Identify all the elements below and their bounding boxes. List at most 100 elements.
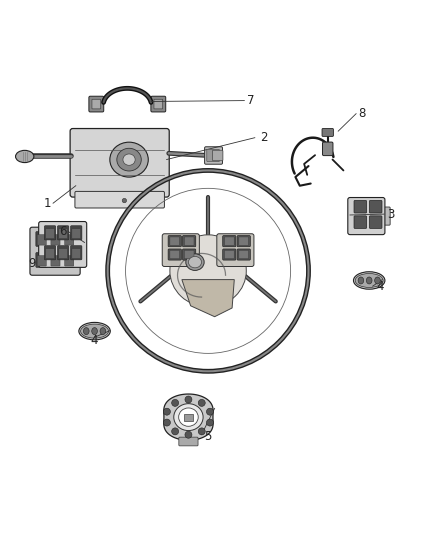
FancyBboxPatch shape [168,249,181,260]
Circle shape [163,419,170,426]
FancyBboxPatch shape [46,229,54,239]
Circle shape [198,428,205,435]
Text: 4: 4 [91,334,98,347]
Circle shape [122,198,127,203]
Polygon shape [164,394,213,440]
FancyBboxPatch shape [71,226,82,240]
FancyBboxPatch shape [237,249,251,260]
Ellipse shape [374,277,380,284]
Ellipse shape [355,273,383,287]
FancyBboxPatch shape [207,149,219,161]
FancyBboxPatch shape [37,235,46,245]
Circle shape [163,408,170,415]
FancyBboxPatch shape [223,236,236,247]
Ellipse shape [170,235,246,307]
FancyBboxPatch shape [37,256,46,266]
FancyBboxPatch shape [51,256,60,266]
FancyBboxPatch shape [162,234,199,266]
FancyBboxPatch shape [348,198,385,235]
Ellipse shape [123,154,135,165]
Ellipse shape [358,277,364,284]
FancyBboxPatch shape [237,236,251,247]
Text: 8: 8 [359,107,366,120]
FancyBboxPatch shape [46,248,54,259]
FancyBboxPatch shape [72,248,81,259]
FancyBboxPatch shape [49,253,61,268]
FancyBboxPatch shape [59,248,67,259]
Polygon shape [182,280,234,317]
FancyBboxPatch shape [224,237,234,245]
FancyBboxPatch shape [322,142,333,156]
FancyBboxPatch shape [239,251,249,259]
Circle shape [172,399,179,406]
Text: 3: 3 [387,208,395,221]
FancyBboxPatch shape [71,246,82,260]
Circle shape [206,408,213,415]
FancyBboxPatch shape [57,226,69,240]
FancyBboxPatch shape [168,236,181,247]
FancyBboxPatch shape [49,231,61,246]
Ellipse shape [179,408,198,426]
FancyBboxPatch shape [70,128,169,197]
FancyBboxPatch shape [354,200,367,213]
FancyBboxPatch shape [64,253,75,268]
FancyBboxPatch shape [223,249,236,260]
Text: 5: 5 [204,430,211,443]
Circle shape [172,428,179,435]
FancyBboxPatch shape [183,236,196,247]
Ellipse shape [15,150,34,163]
Ellipse shape [92,328,97,335]
FancyBboxPatch shape [322,128,333,136]
FancyBboxPatch shape [57,246,69,260]
FancyBboxPatch shape [184,414,193,421]
Ellipse shape [353,272,385,289]
FancyBboxPatch shape [382,207,390,225]
FancyBboxPatch shape [205,147,223,164]
FancyBboxPatch shape [92,99,101,109]
FancyBboxPatch shape [39,222,87,268]
FancyBboxPatch shape [72,229,81,239]
Ellipse shape [81,324,109,338]
FancyBboxPatch shape [65,256,74,266]
Text: 9: 9 [28,256,35,270]
FancyBboxPatch shape [151,96,166,112]
Ellipse shape [174,403,203,431]
FancyBboxPatch shape [51,235,60,245]
FancyBboxPatch shape [212,150,223,161]
FancyBboxPatch shape [64,231,75,246]
Ellipse shape [366,277,372,284]
FancyBboxPatch shape [354,216,367,229]
FancyBboxPatch shape [239,237,249,245]
Text: 7: 7 [247,94,255,107]
FancyBboxPatch shape [369,216,382,229]
Circle shape [206,419,213,426]
FancyBboxPatch shape [44,226,56,240]
FancyBboxPatch shape [36,231,48,246]
Text: 6: 6 [59,225,66,238]
FancyBboxPatch shape [30,227,80,275]
Circle shape [185,396,192,403]
Ellipse shape [83,328,89,335]
Ellipse shape [110,142,148,177]
FancyBboxPatch shape [183,249,196,260]
Circle shape [198,399,205,406]
FancyBboxPatch shape [179,437,198,446]
FancyBboxPatch shape [184,237,194,245]
FancyBboxPatch shape [184,251,194,259]
Ellipse shape [188,256,201,268]
FancyBboxPatch shape [217,234,254,266]
Ellipse shape [79,322,110,340]
FancyBboxPatch shape [369,200,382,213]
Ellipse shape [100,328,106,335]
Ellipse shape [117,148,141,171]
FancyBboxPatch shape [75,191,164,208]
FancyBboxPatch shape [44,246,56,260]
FancyBboxPatch shape [36,253,48,268]
FancyBboxPatch shape [224,251,234,259]
Text: 2: 2 [261,131,268,144]
Text: 1: 1 [43,197,51,209]
FancyBboxPatch shape [65,235,74,245]
FancyBboxPatch shape [170,237,180,245]
FancyBboxPatch shape [170,251,180,259]
FancyBboxPatch shape [154,99,162,109]
